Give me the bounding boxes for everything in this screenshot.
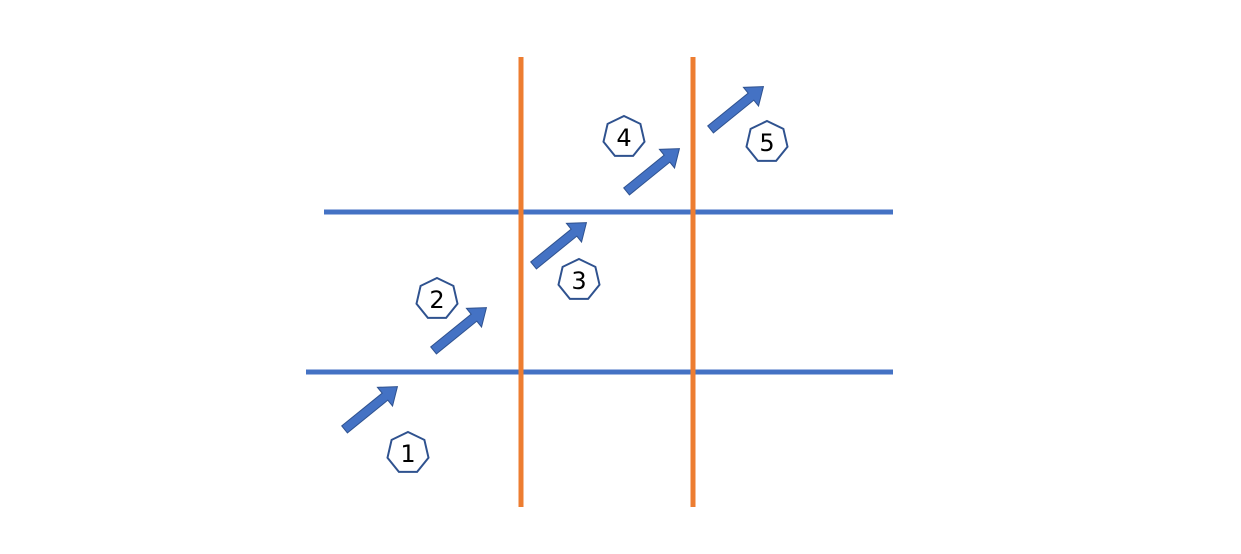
arrow-icon: [430, 307, 488, 355]
step-badge-1: 1: [386, 430, 430, 473]
step-badge-4: 4: [602, 114, 646, 157]
heptagon-icon: [386, 430, 430, 473]
step-label: 5: [759, 129, 774, 157]
step-label: 3: [571, 267, 586, 295]
step-badge-5: 5: [745, 119, 789, 162]
arrow-icon: [707, 86, 765, 134]
heptagon-icon: [557, 257, 601, 300]
arrow-icon: [623, 148, 681, 196]
arrow-icon: [530, 222, 588, 270]
step-badge-3: 3: [557, 257, 601, 300]
step-label: 2: [429, 286, 444, 314]
step-label: 1: [400, 440, 415, 468]
heptagon-icon: [602, 114, 646, 157]
heptagon-icon: [745, 119, 789, 162]
arrow-icon: [341, 386, 399, 434]
step-label: 4: [616, 124, 631, 152]
step-badge-2: 2: [415, 276, 459, 319]
heptagon-icon: [415, 276, 459, 319]
